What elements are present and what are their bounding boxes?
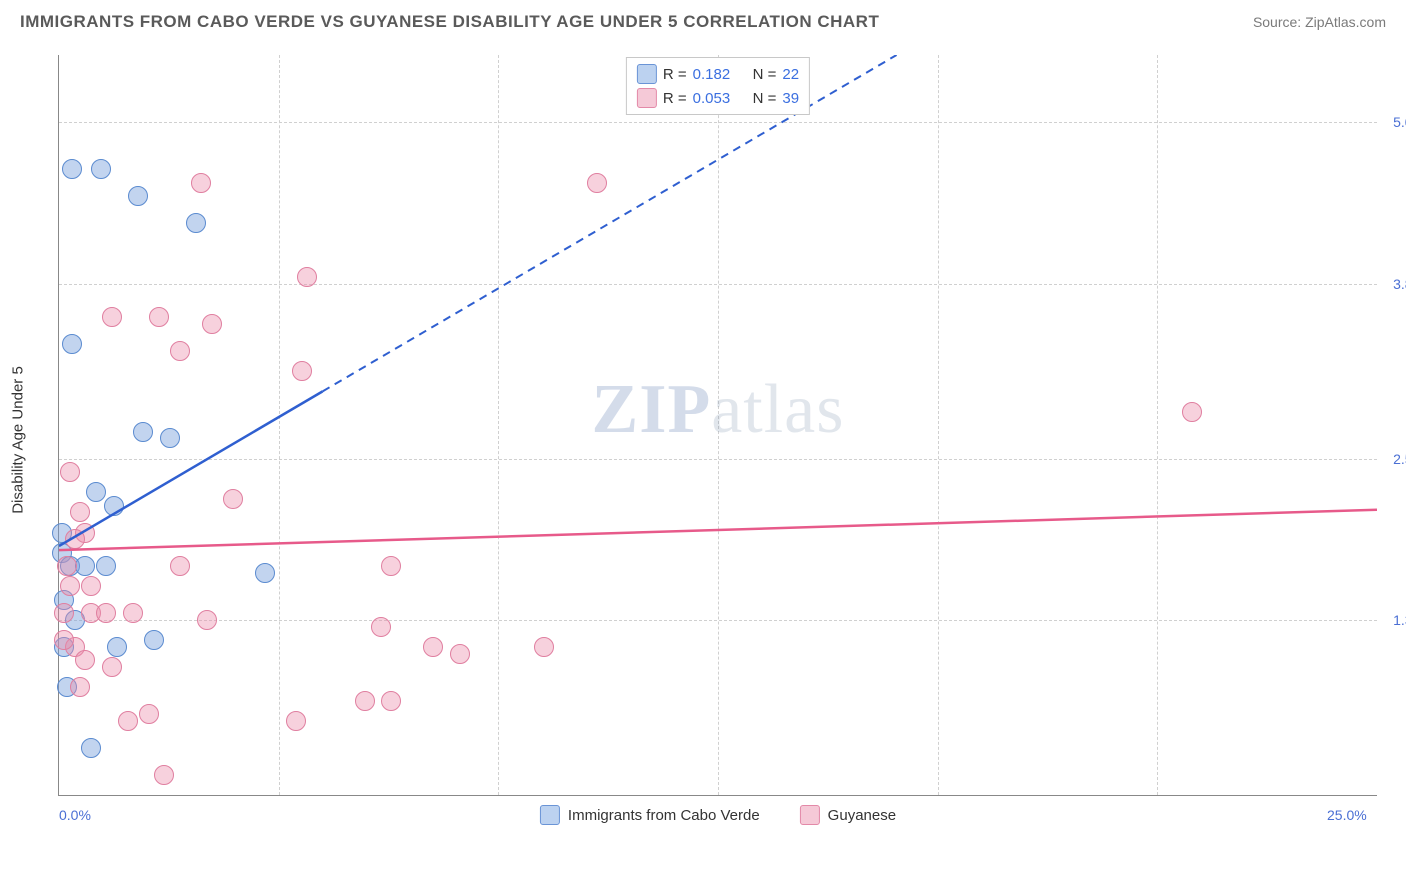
data-point — [118, 711, 138, 731]
gridline-vertical — [498, 55, 499, 795]
data-point — [128, 186, 148, 206]
y-tick-label: 1.3% — [1393, 612, 1406, 628]
data-point — [450, 644, 470, 664]
plot-area: ZIPatlas R =0.182N =22R =0.053N =39 Immi… — [58, 55, 1377, 796]
data-point — [1182, 402, 1202, 422]
data-point — [381, 691, 401, 711]
data-point — [96, 603, 116, 623]
data-point — [60, 576, 80, 596]
data-point — [81, 738, 101, 758]
chart-container: Disability Age Under 5 ZIPatlas R =0.182… — [48, 55, 1388, 825]
data-point — [587, 173, 607, 193]
data-point — [104, 496, 124, 516]
data-point — [102, 657, 122, 677]
legend-stat-row: R = 0.053 N = 39 — [637, 86, 799, 110]
correlation-legend: R = 0.182 N = 22 R = 0.053 N = 39 — [626, 57, 810, 115]
data-point — [70, 677, 90, 697]
data-point — [149, 307, 169, 327]
source-attribution: Source: ZipAtlas.com — [1253, 14, 1386, 30]
data-point — [154, 765, 174, 785]
data-point — [107, 637, 127, 657]
data-point — [170, 341, 190, 361]
data-point — [186, 213, 206, 233]
data-point — [371, 617, 391, 637]
legend-series-label: Immigrants from Cabo Verde — [568, 807, 760, 824]
legend-swatch — [637, 88, 657, 108]
data-point — [144, 630, 164, 650]
gridline-vertical — [279, 55, 280, 795]
data-point — [381, 556, 401, 576]
x-tick-label: 0.0% — [59, 807, 91, 823]
data-point — [65, 529, 85, 549]
data-point — [223, 489, 243, 509]
legend-series-item: Immigrants from Cabo Verde — [540, 805, 760, 825]
legend-series-item: Guyanese — [800, 805, 896, 825]
gridline-vertical — [718, 55, 719, 795]
data-point — [62, 159, 82, 179]
data-point — [197, 610, 217, 630]
data-point — [355, 691, 375, 711]
legend-series-label: Guyanese — [828, 807, 896, 824]
data-point — [102, 307, 122, 327]
data-point — [202, 314, 222, 334]
data-point — [62, 334, 82, 354]
gridline-vertical — [938, 55, 939, 795]
data-point — [60, 462, 80, 482]
legend-n-value: 22 — [782, 66, 799, 83]
data-point — [57, 556, 77, 576]
chart-title: IMMIGRANTS FROM CABO VERDE VS GUYANESE D… — [20, 12, 879, 32]
data-point — [54, 603, 74, 623]
data-point — [286, 711, 306, 731]
data-point — [297, 267, 317, 287]
legend-stat-row: R = 0.182 N = 22 — [637, 62, 799, 86]
y-tick-label: 5.0% — [1393, 114, 1406, 130]
data-point — [133, 422, 153, 442]
y-tick-label: 3.8% — [1393, 276, 1406, 292]
legend-n-value: 39 — [782, 90, 799, 107]
data-point — [160, 428, 180, 448]
legend-r-label: R = — [663, 66, 687, 83]
legend-swatch — [637, 64, 657, 84]
data-point — [91, 159, 111, 179]
data-point — [75, 650, 95, 670]
data-point — [54, 630, 74, 650]
legend-r-label: R = — [663, 90, 687, 107]
series-legend: Immigrants from Cabo Verde Guyanese — [540, 805, 896, 825]
data-point — [170, 556, 190, 576]
data-point — [123, 603, 143, 623]
data-point — [292, 361, 312, 381]
data-point — [75, 556, 95, 576]
legend-swatch — [540, 805, 560, 825]
legend-swatch — [800, 805, 820, 825]
data-point — [81, 576, 101, 596]
legend-r-value: 0.053 — [693, 90, 747, 107]
data-point — [423, 637, 443, 657]
data-point — [255, 563, 275, 583]
gridline-vertical — [1157, 55, 1158, 795]
y-axis-label: Disability Age Under 5 — [10, 366, 27, 514]
data-point — [139, 704, 159, 724]
y-tick-label: 2.5% — [1393, 451, 1406, 467]
data-point — [534, 637, 554, 657]
data-point — [86, 482, 106, 502]
data-point — [96, 556, 116, 576]
legend-r-value: 0.182 — [693, 66, 747, 83]
legend-n-label: N = — [753, 66, 777, 83]
x-tick-label: 25.0% — [1327, 807, 1367, 823]
legend-n-label: N = — [753, 90, 777, 107]
data-point — [70, 502, 90, 522]
data-point — [191, 173, 211, 193]
